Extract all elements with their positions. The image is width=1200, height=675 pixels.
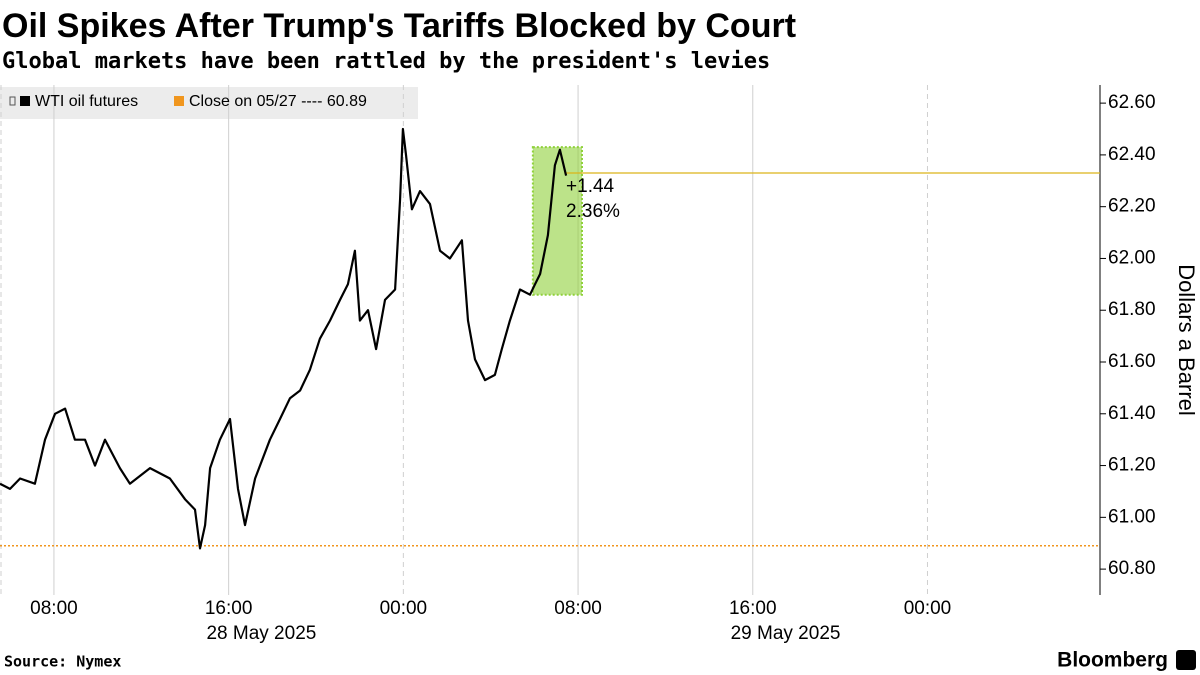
brand-icon <box>1176 650 1196 670</box>
y-tick-label: 62.00 <box>1108 247 1156 268</box>
y-axis-title: Dollars a Barrel <box>1174 264 1199 416</box>
x-tick-label: 16:00 <box>729 598 777 619</box>
x-tick-label: 00:00 <box>904 598 952 619</box>
annotation: +1.44 <box>566 176 615 197</box>
y-tick-label: 61.60 <box>1108 351 1156 372</box>
chart-subtitle: Global markets have been rattled by the … <box>2 49 770 74</box>
legend-label: Close on 05/27 ---- 60.89 <box>189 93 367 110</box>
legend-swatch <box>20 96 30 106</box>
x-tick-label: 08:00 <box>30 598 78 619</box>
y-tick-label: 62.20 <box>1108 196 1156 217</box>
x-tick-label: 08:00 <box>554 598 602 619</box>
y-tick-label: 61.00 <box>1108 506 1156 527</box>
y-tick-label: 62.60 <box>1108 92 1156 113</box>
source-note: Source: Nymex <box>4 653 121 671</box>
legend-label: WTI oil futures <box>35 93 138 110</box>
y-tick-label: 61.80 <box>1108 299 1156 320</box>
annotation: 2.36% <box>566 201 620 222</box>
x-tick-label: 00:00 <box>380 598 428 619</box>
y-tick-label: 61.20 <box>1108 455 1156 476</box>
y-tick-label: 60.80 <box>1108 558 1156 579</box>
price-line <box>0 127 568 550</box>
brand: Bloomberg <box>1057 649 1168 672</box>
x-group-label: 28 May 2025 <box>206 623 316 644</box>
x-tick-label: 16:00 <box>205 598 253 619</box>
y-tick-label: 61.40 <box>1108 403 1156 424</box>
x-group-label: 29 May 2025 <box>731 623 841 644</box>
y-tick-label: 62.40 <box>1108 144 1156 165</box>
chart-title: Oil Spikes After Trump's Tariffs Blocked… <box>2 7 796 45</box>
legend-background <box>0 87 418 119</box>
legend-swatch <box>174 96 184 106</box>
legend-icon <box>9 96 16 106</box>
